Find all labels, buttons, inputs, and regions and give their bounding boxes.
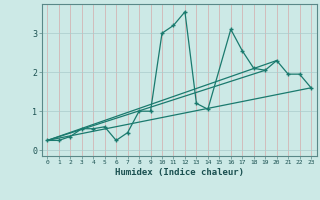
X-axis label: Humidex (Indice chaleur): Humidex (Indice chaleur): [115, 168, 244, 177]
